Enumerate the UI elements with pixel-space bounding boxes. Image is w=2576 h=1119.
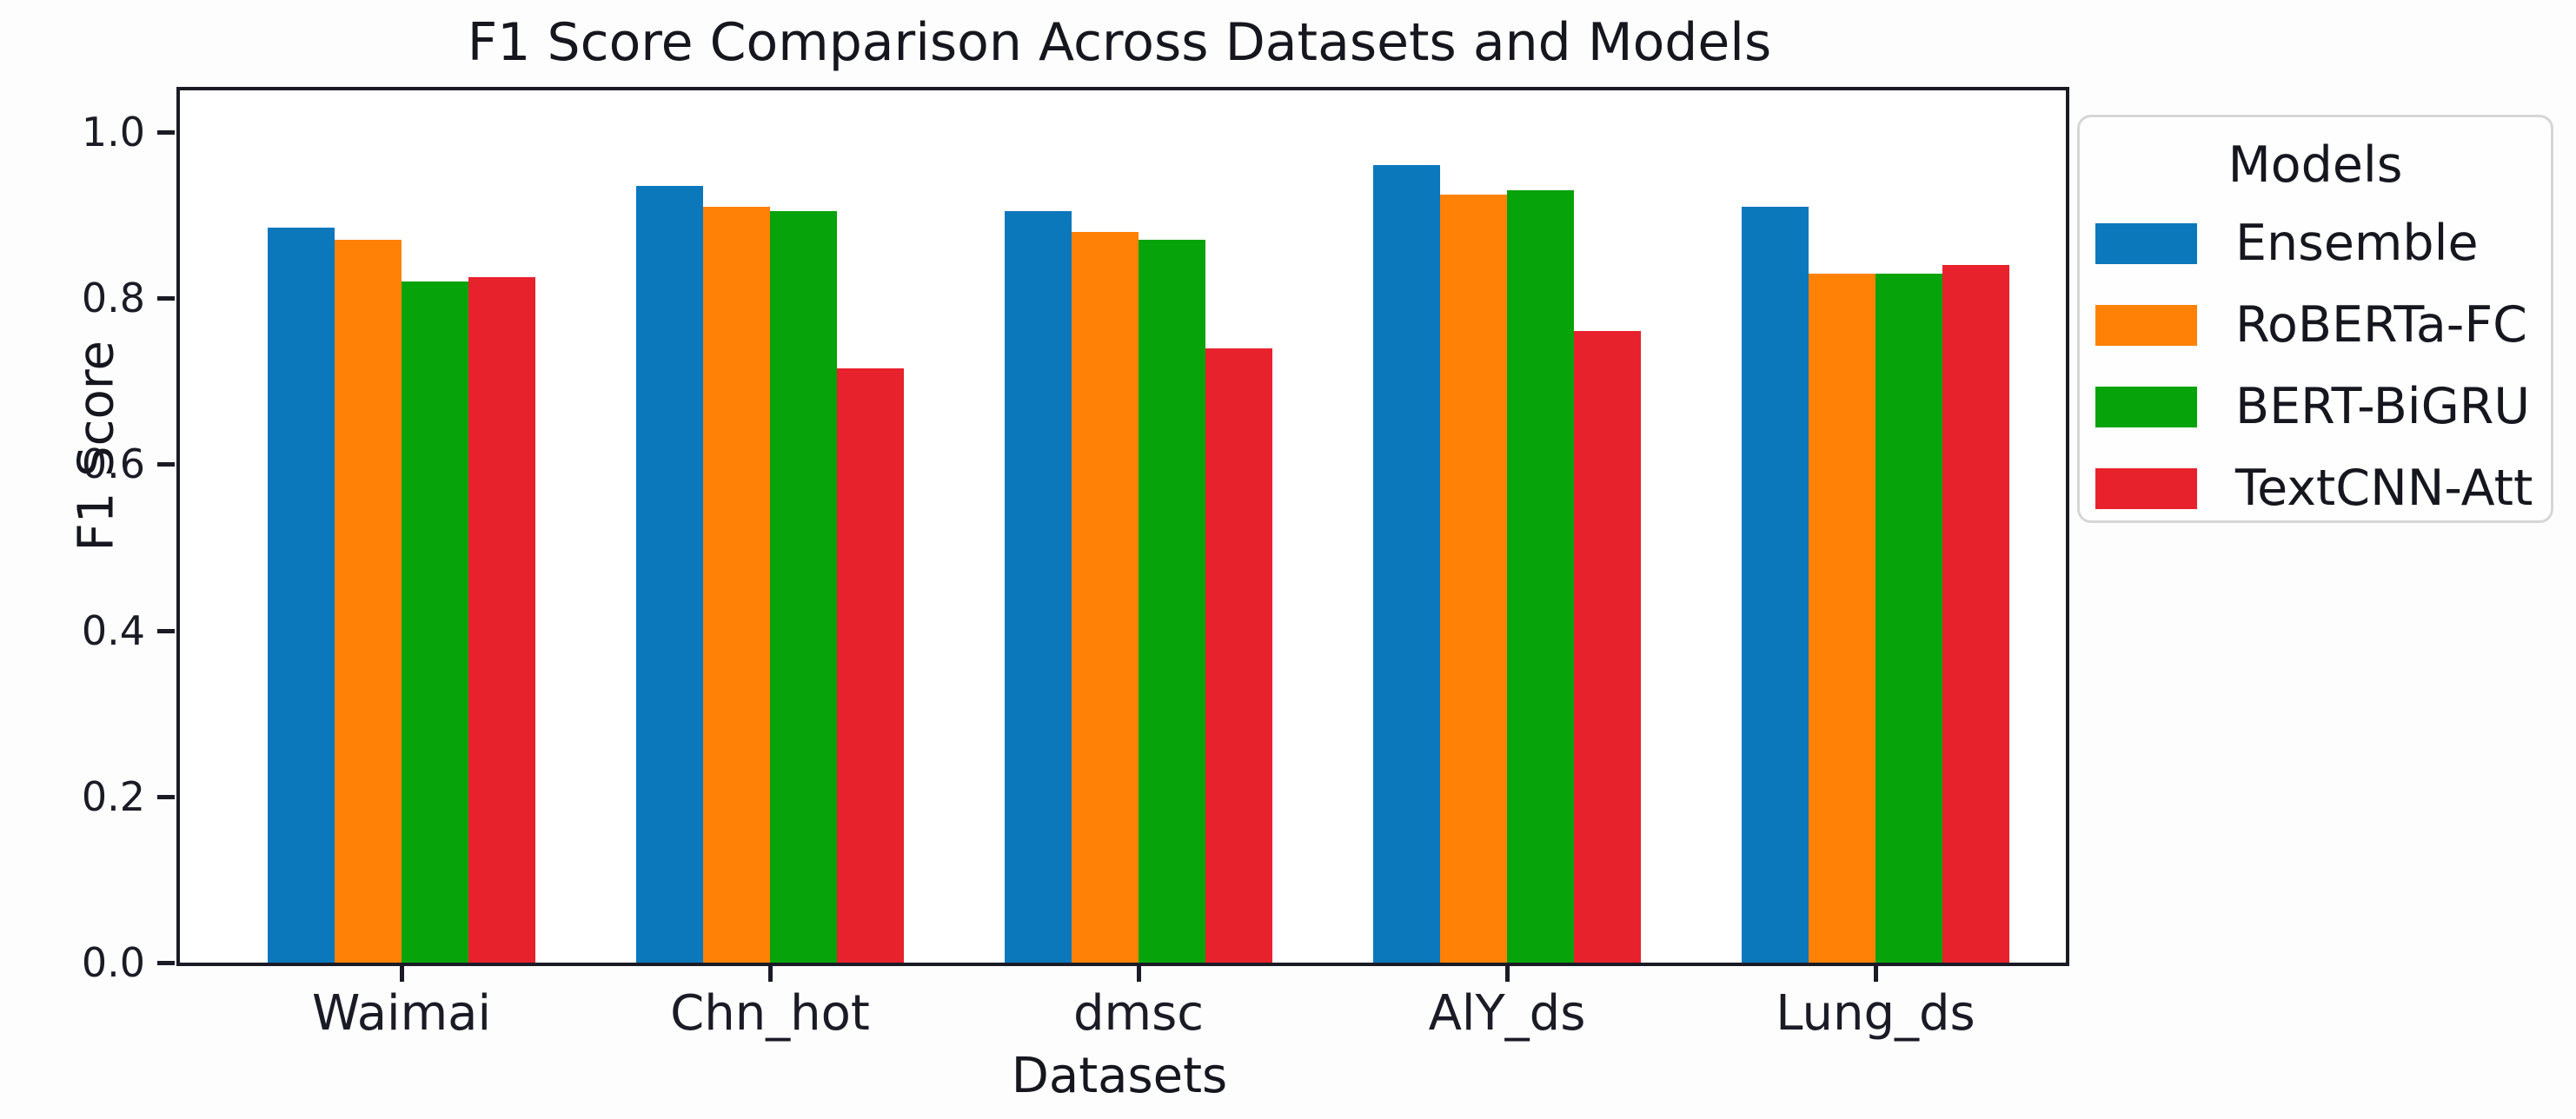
y-tick-label: 0.4	[81, 606, 145, 654]
bar-TextCNN-Att-Chn_hot	[837, 368, 904, 963]
y-tick-label: 0.8	[81, 275, 145, 322]
legend-item-Ensemble: Ensemble	[2080, 202, 2551, 284]
y-tick-label: 0.2	[81, 772, 145, 820]
bar-TextCNN-Att-AlY_ds	[1574, 331, 1641, 963]
x-tick-label: Chn_hot	[670, 985, 870, 1042]
bar-RoBERTa-FC-Chn_hot	[703, 207, 770, 963]
legend-title: Models	[2227, 136, 2403, 194]
x-axis-label: Datasets	[1011, 1048, 1228, 1104]
bar-Ensemble-AlY_ds	[1373, 165, 1440, 963]
y-tick-label: 1.0	[81, 109, 145, 156]
bar-Ensemble-Chn_hot	[636, 186, 703, 963]
bar-TextCNN-Att-dmsc	[1205, 348, 1272, 963]
y-tick-mark	[157, 296, 175, 301]
legend-item-BERT-BiGRU: BERT-BiGRU	[2080, 366, 2551, 447]
legend-swatch-icon	[2095, 304, 2197, 346]
bar-BERT-BiGRU-Chn_hot	[770, 211, 837, 963]
y-tick-mark	[157, 628, 175, 633]
y-tick-label: 0.6	[81, 440, 145, 488]
x-tick-mark	[768, 966, 773, 982]
legend-item-label: BERT-BiGRU	[2235, 378, 2531, 435]
bar-RoBERTa-FC-AlY_ds	[1440, 195, 1507, 963]
y-tick-mark	[157, 794, 175, 799]
legend: Models Ensemble RoBERTa-FC BERT-BiGRU TextC…	[2077, 115, 2553, 523]
legend-item-label: TextCNN-Att	[2235, 460, 2533, 517]
x-tick-mark	[1137, 966, 1141, 982]
bar-BERT-BiGRU-dmsc	[1139, 240, 1205, 963]
x-tick-label: AlY_ds	[1428, 985, 1586, 1042]
bar-RoBERTa-FC-dmsc	[1072, 232, 1139, 963]
y-tick-mark	[157, 961, 175, 965]
x-tick-label: dmsc	[1072, 985, 1205, 1042]
chart-title: F1 Score Comparison Across Datasets and …	[467, 12, 1772, 73]
bar-RoBERTa-FC-Waimai	[335, 240, 402, 963]
legend-item-TextCNN-Att: TextCNN-Att	[2080, 447, 2551, 529]
legend-item-RoBERTa-FC: RoBERTa-FC	[2080, 284, 2551, 366]
plot-area: 0.0 0.2 0.4 0.6 0.8 1.0 Waimai Chn_hot dmsc AlY_d…	[82, 87, 2069, 1042]
bar-BERT-BiGRU-Lung_ds	[1876, 274, 1942, 963]
y-tick-label: 0.0	[81, 939, 145, 986]
bar-Ensemble-Lung_ds	[1742, 207, 1809, 963]
y-tick-mark	[157, 462, 175, 467]
x-tick-mark	[400, 966, 404, 982]
bar-RoBERTa-FC-Lung_ds	[1809, 274, 1876, 963]
legend-swatch-icon	[2095, 386, 2197, 427]
x-tick-label: Waimai	[311, 985, 492, 1042]
legend-swatch-icon	[2095, 222, 2197, 264]
bar-BERT-BiGRU-AlY_ds	[1507, 190, 1574, 963]
bar-Ensemble-dmsc	[1005, 211, 1072, 963]
x-tick-mark	[1505, 966, 1510, 982]
y-tick-mark	[157, 130, 175, 135]
bar-TextCNN-Att-Waimai	[468, 277, 535, 963]
legend-item-label: Ensemble	[2235, 215, 2479, 272]
bar-Ensemble-Waimai	[268, 228, 335, 963]
legend-swatch-icon	[2095, 467, 2197, 509]
bar-TextCNN-Att-Lung_ds	[1942, 265, 2009, 963]
x-tick-label: Lung_ds	[1776, 985, 1975, 1042]
legend-item-label: RoBERTa-FC	[2235, 296, 2527, 354]
bar-BERT-BiGRU-Waimai	[402, 281, 468, 963]
x-tick-mark	[1874, 966, 1878, 982]
legend-items: Ensemble RoBERTa-FC BERT-BiGRU TextCNN-Att	[2080, 202, 2551, 529]
